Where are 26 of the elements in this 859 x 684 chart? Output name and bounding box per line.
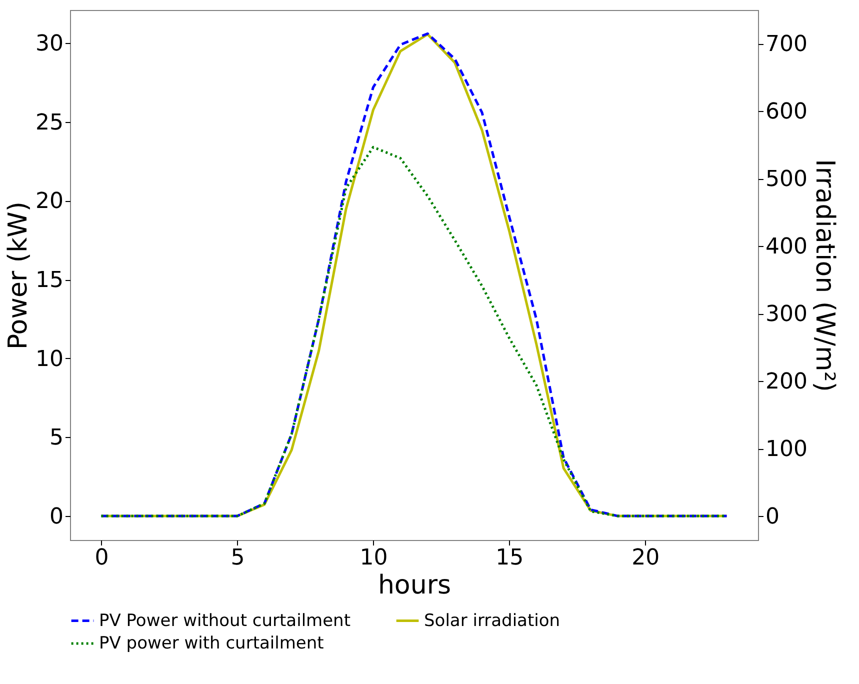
x-tick-label: 5: [230, 546, 245, 570]
legend-label: PV power with curtailment: [99, 634, 324, 654]
y2-tick-label: 200: [766, 370, 808, 395]
y2-tick-label: 600: [766, 100, 808, 125]
y-tick-label: 25: [36, 110, 64, 136]
x-tick-label: 10: [360, 546, 388, 570]
y2-tick-label: 100: [766, 437, 808, 462]
x-tick-label: 0: [94, 546, 109, 570]
y-tick-label: 0: [50, 504, 64, 530]
legend-label: Solar irradiation: [424, 610, 560, 631]
x-tick-label: 15: [496, 546, 524, 570]
y2-tick-label: 0: [766, 504, 780, 530]
y-tick-label: 30: [36, 32, 64, 57]
y-tick-label: 15: [36, 268, 64, 294]
y2-tick-label: 700: [766, 32, 808, 58]
y2-axis-title: Irradiation (W/m²): [809, 159, 840, 392]
y-tick-label: 5: [50, 426, 64, 451]
legend-label: PV Power without curtailment: [99, 610, 351, 631]
x-axis-title: hours: [378, 570, 452, 600]
y2-tick-label: 300: [766, 302, 808, 328]
y2-tick-label: 500: [766, 167, 808, 192]
y-tick-label: 10: [36, 346, 64, 372]
y-axis-title: Power (kW): [4, 202, 34, 350]
y2-tick-label: 400: [766, 234, 808, 260]
y-tick-label: 20: [36, 189, 64, 214]
x-tick-label: 20: [632, 546, 660, 570]
